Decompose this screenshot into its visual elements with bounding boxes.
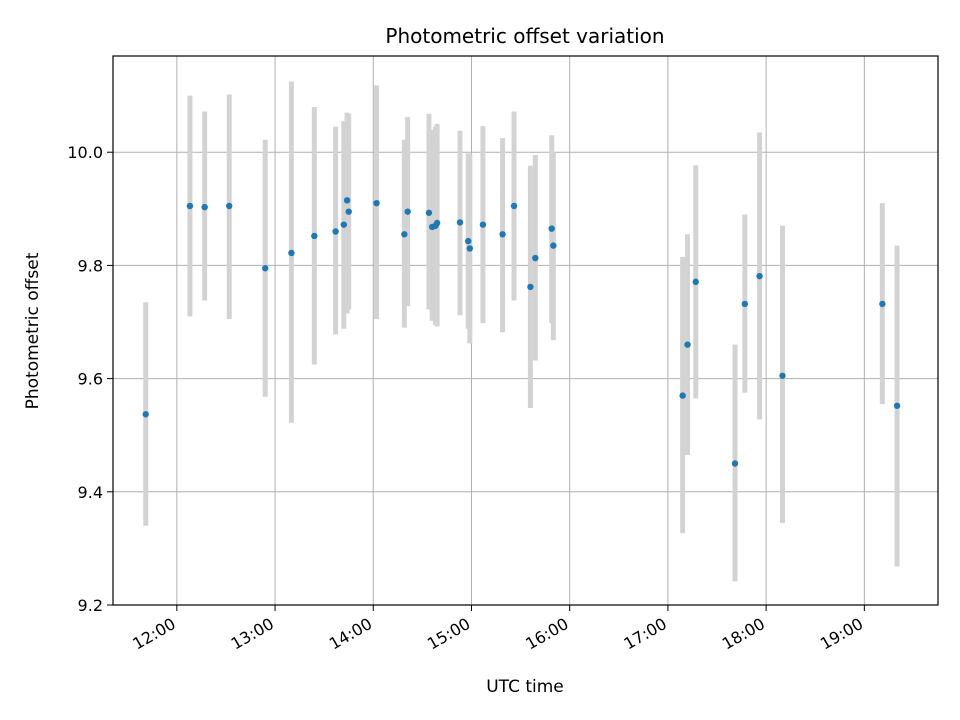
data-point [466, 245, 474, 252]
data-point [404, 208, 411, 215]
data-point [373, 199, 380, 207]
y-tick-label: 9.6 [78, 370, 103, 389]
data-point [741, 300, 749, 308]
y-tick-label: 9.8 [78, 256, 103, 275]
data-point [345, 208, 352, 215]
data-point [779, 372, 786, 379]
data-point [893, 402, 901, 409]
data-point [332, 228, 339, 235]
data-point [288, 249, 295, 257]
data-point [550, 242, 557, 249]
data-point [340, 221, 348, 228]
data-point [201, 203, 208, 211]
data-point [731, 460, 739, 467]
data-point [879, 300, 886, 308]
data-point [456, 219, 464, 226]
plot-frame [112, 55, 939, 606]
data-point [756, 272, 763, 280]
data-point [465, 237, 472, 245]
data-point [186, 202, 194, 210]
chart-title: Photometric offset variation [385, 24, 664, 48]
data-point [425, 209, 433, 216]
data-point [510, 202, 518, 210]
data-point [684, 341, 691, 348]
data-point [548, 225, 555, 232]
data-point [692, 278, 699, 286]
data-point [499, 231, 506, 238]
y-tick-label: 9.2 [78, 596, 103, 615]
y-tick-label: 9.4 [78, 483, 103, 502]
data-point [433, 219, 441, 227]
data-point [679, 392, 686, 399]
data-point [401, 231, 408, 238]
y-axis-label: Photometric offset [23, 252, 43, 409]
data-point [226, 202, 233, 210]
data-point [532, 254, 539, 262]
data-point [343, 197, 351, 204]
x-axis-label: UTC time [486, 677, 564, 697]
y-tick-label: 10.0 [67, 143, 103, 162]
data-point [527, 283, 534, 291]
data-point [262, 265, 269, 272]
data-points [142, 197, 901, 467]
data-point [311, 232, 318, 240]
data-point [142, 411, 149, 418]
data-point [479, 221, 487, 228]
